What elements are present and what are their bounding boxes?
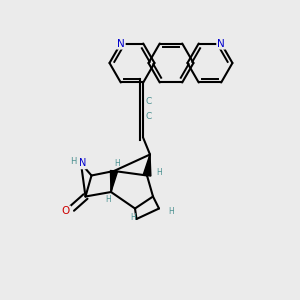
Text: O: O [62,206,70,217]
Text: N: N [117,38,124,49]
Text: N: N [217,38,225,49]
Text: H: H [168,207,174,216]
Text: C: C [146,98,152,106]
Polygon shape [110,170,118,192]
Text: H: H [70,158,77,166]
Text: H: H [130,213,136,222]
Text: C: C [146,112,152,122]
Text: H: H [105,195,111,204]
Polygon shape [143,154,151,176]
Text: N: N [79,158,86,169]
Text: H: H [156,168,162,177]
Text: H: H [114,159,120,168]
